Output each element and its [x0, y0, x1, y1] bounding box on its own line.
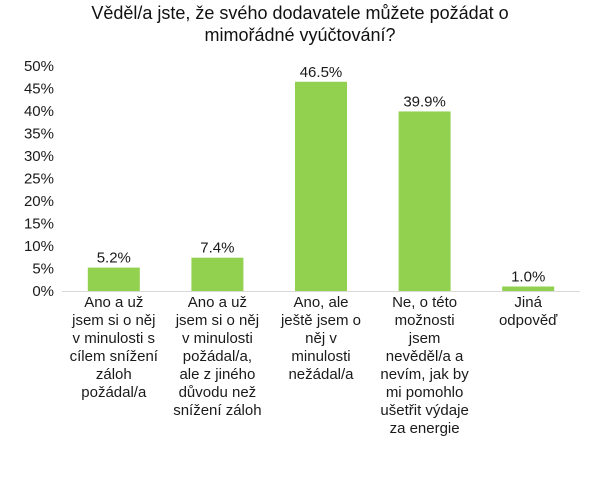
y-tick-label: 5% — [32, 261, 54, 278]
data-label: 46.5% — [300, 64, 343, 81]
x-tick-label-line: nevím, jak by — [380, 366, 469, 383]
y-tick-label: 30% — [24, 148, 54, 165]
x-tick-label: Ano a už jsem si o něj v minulosti s cílem … — [64, 294, 164, 402]
x-tick-label-line: jsem — [408, 330, 441, 347]
y-tick-label: 35% — [24, 126, 54, 143]
x-tick-label-line: minulosti — [291, 348, 351, 365]
data-label: 7.4% — [200, 240, 234, 257]
x-tick-label-line: ale z jiného — [179, 366, 256, 383]
data-label: 1.0% — [511, 269, 545, 286]
bar — [502, 286, 555, 291]
x-tick-label-line: požádal/a, — [182, 348, 252, 365]
x-tick-label-line: něj v — [305, 330, 337, 347]
x-tick-label: Ano, ale ještě jsem o něj v minulosti nežáda… — [271, 294, 371, 384]
chart-title-line-2: mimořádné vyúčtování? — [204, 25, 396, 45]
data-label: 5.2% — [97, 250, 131, 267]
x-tick-label-line: Ano a už — [84, 294, 144, 311]
x-tick-label-line: jsem si o něj — [72, 312, 156, 329]
y-tick-label: 25% — [24, 171, 54, 188]
y-tick-label: 40% — [24, 103, 54, 120]
x-tick-label-line: mi pomohlo — [385, 384, 464, 401]
y-tick-label: 10% — [24, 238, 54, 255]
x-tick-label-line: záloh — [95, 366, 132, 383]
x-tick-label-line: možnosti — [394, 312, 455, 329]
y-tick-label: 0% — [32, 283, 54, 300]
x-tick-label-line: Ne, o této — [392, 294, 458, 311]
y-tick-label: 15% — [24, 216, 54, 233]
x-tick-label-line: Ano, ale — [293, 294, 349, 311]
x-tick-label-line: snížení záloh — [173, 402, 262, 419]
chart-title-line-1: Věděl/a jste, že svého dodavatele můžete… — [91, 3, 509, 23]
y-tick-label: 45% — [24, 81, 54, 98]
x-tick-label-line: ušetřit výdaje — [380, 402, 469, 419]
bar — [191, 257, 244, 291]
x-tick-label-line: jsem si o něj — [175, 312, 260, 329]
chart-title: Věděl/a jste, že svého dodavatele můžete… — [0, 2, 600, 46]
x-tick-label-line: v minulosti — [181, 330, 253, 347]
x-tick-label-line: za energie — [389, 420, 460, 437]
x-tick-label: Jiná odpověď — [478, 294, 578, 330]
x-tick-label-line: požádal/a — [81, 384, 147, 401]
x-tick-label-line: nevěděl/a a — [385, 348, 464, 365]
x-tick-label-line: nežádal/a — [288, 366, 354, 383]
x-tick-label: Ne, o této možnosti jsem nevěděl/a a nevím, … — [375, 294, 475, 438]
x-tick-label-line: Jiná — [514, 294, 542, 311]
x-tick-label-line: odpověď — [498, 312, 558, 329]
bar — [87, 267, 140, 291]
y-tick-label: 20% — [24, 193, 54, 210]
data-label: 39.9% — [403, 93, 446, 110]
x-tick-label-line: ještě jsem o — [280, 312, 362, 329]
x-tick-label-line: cílem snížení — [69, 348, 158, 365]
bar — [398, 111, 451, 291]
x-tick-label-line: důvodu než — [178, 384, 257, 401]
x-tick-label: Ano a už jsem si o něj v minulosti požádal/… — [167, 294, 267, 420]
bar — [295, 81, 347, 291]
x-tick-label-line: Ano a už — [187, 294, 247, 311]
y-tick-label: 50% — [24, 58, 54, 75]
x-tick-label-line: v minulosti s — [72, 330, 156, 347]
